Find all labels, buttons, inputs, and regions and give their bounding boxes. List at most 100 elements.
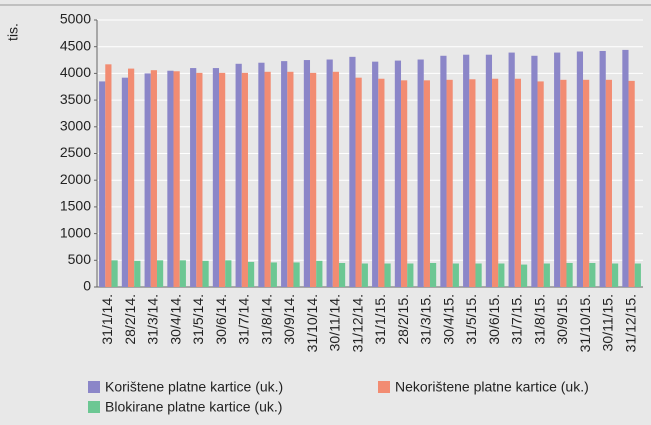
x-tick-label: 31/3/14.: [145, 294, 161, 345]
bar: [264, 71, 271, 287]
bar: [463, 54, 470, 288]
bar: [349, 56, 356, 287]
bar: [537, 81, 544, 287]
x-tick-label: 30/9/15.: [554, 294, 570, 345]
bar: [605, 79, 612, 287]
x-tick-label: 30/4/15.: [440, 294, 456, 345]
x-tick-label: 30/4/14.: [167, 294, 183, 345]
x-tick-label: 31/5/14.: [190, 294, 206, 345]
bar: [485, 54, 493, 288]
bar: [378, 78, 385, 288]
bar: [446, 79, 453, 287]
bar: [144, 73, 151, 288]
y-tick-label: 1000: [60, 224, 91, 240]
bar: [384, 263, 391, 287]
y-tick-label: 3500: [60, 91, 91, 107]
y-tick-label: 5000: [60, 11, 91, 27]
bar: [531, 55, 538, 287]
bar: [498, 263, 505, 287]
bar: [134, 260, 141, 287]
legend-label: Nekorištene platne kartice (uk.): [395, 379, 589, 395]
bar: [508, 52, 515, 287]
bar: [270, 262, 277, 287]
bar: [235, 63, 242, 288]
x-tick-label: 28/2/14.: [122, 294, 138, 345]
bar: [338, 262, 346, 287]
x-tick-label: 31/7/15.: [509, 294, 525, 345]
x-tick-label: 31/8/14.: [258, 294, 274, 345]
bar: [212, 68, 220, 287]
y-tick-label: 2500: [60, 144, 91, 160]
bar: [407, 263, 414, 287]
bar: [326, 59, 333, 288]
bar: [173, 71, 180, 287]
x-tick-label: 31/12/14.: [349, 294, 365, 352]
bar: [281, 61, 288, 288]
x-tick-label: 31/10/15.: [577, 294, 593, 352]
bar: [576, 51, 584, 288]
x-tick-label: 31/1/15.: [372, 294, 388, 345]
y-tick-label: 4500: [60, 37, 91, 53]
bar: [287, 71, 294, 287]
bar: [247, 261, 255, 287]
legend-swatch: [378, 381, 390, 393]
x-tick-label: 31/7/14.: [236, 294, 252, 345]
bar: [156, 260, 164, 287]
bar: [190, 68, 197, 287]
legend-swatch: [88, 381, 100, 393]
x-tick-label: 30/6/14.: [213, 294, 229, 345]
bar: [394, 60, 402, 287]
bar: [417, 59, 424, 288]
y-tick-label: 500: [68, 251, 92, 267]
bar: [167, 70, 174, 287]
y-tick-label: 3000: [60, 118, 91, 134]
bar: [105, 64, 112, 288]
bar: [219, 72, 226, 287]
x-tick-label: 30/6/15.: [486, 294, 502, 345]
bar: [196, 72, 203, 287]
bar: [566, 262, 573, 287]
y-tick-label: 2000: [60, 171, 91, 187]
bar: [241, 72, 248, 287]
bar: [202, 260, 209, 287]
bar: [475, 263, 482, 287]
bar: [355, 77, 362, 287]
bar: [332, 71, 339, 287]
bar: [543, 263, 550, 287]
x-tick-label: 31/10/14.: [304, 294, 320, 352]
bar: [429, 262, 437, 287]
bar: [589, 262, 596, 287]
y-tick-label: 1500: [60, 198, 91, 214]
bar: [611, 263, 619, 287]
bar: [423, 80, 430, 287]
bar: [583, 79, 590, 287]
bar: [634, 263, 641, 287]
bar: [361, 263, 368, 287]
bar: [225, 260, 232, 287]
bar: [316, 260, 323, 287]
bar: [128, 68, 135, 288]
y-tick-label: 4000: [60, 64, 91, 80]
bar: [492, 78, 499, 288]
y-axis-label: tis.: [5, 23, 21, 41]
bar: [554, 52, 561, 287]
bar: [121, 77, 129, 287]
legend-swatch: [88, 401, 100, 413]
bar: [452, 263, 459, 287]
bar: [469, 79, 476, 287]
bar: [99, 81, 106, 287]
bar: [310, 72, 317, 287]
x-tick-label: 31/12/15.: [622, 294, 638, 352]
bar: [401, 80, 408, 287]
bar: [111, 260, 118, 287]
x-tick-label: 28/2/15.: [395, 294, 411, 345]
x-tick-label: 31/3/15.: [418, 294, 434, 345]
bar: [560, 79, 567, 287]
x-tick-label: 31/8/15.: [531, 294, 547, 345]
y-tick-label: 0: [83, 278, 91, 294]
bar: [293, 262, 300, 287]
bar: [179, 260, 186, 287]
bar: [440, 55, 447, 287]
x-tick-label: 31/1/14.: [99, 294, 115, 345]
